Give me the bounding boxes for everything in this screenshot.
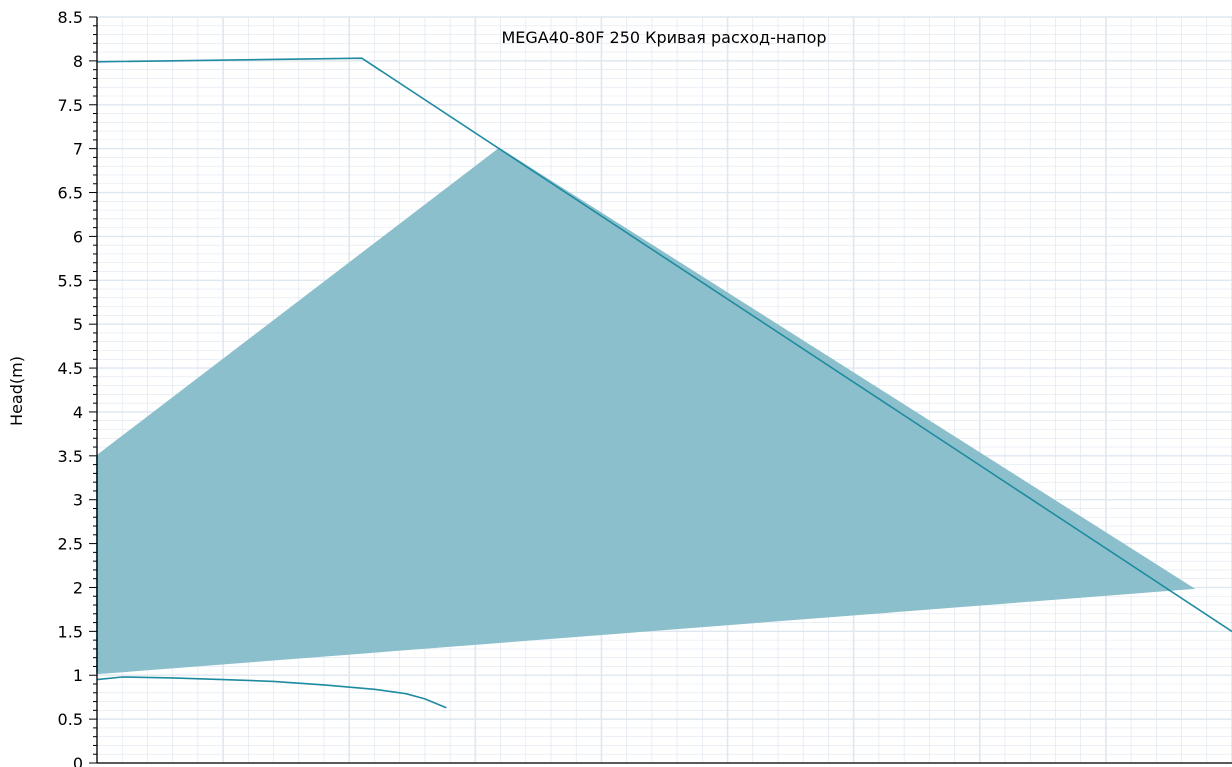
series-line-3 bbox=[96, 676, 447, 709]
y-tick-label: 6 bbox=[73, 227, 83, 246]
y-tick-label: 1 bbox=[73, 666, 83, 685]
y-tick-label: 4.5 bbox=[58, 359, 83, 378]
series-layer bbox=[96, 57, 1232, 709]
y-tick-label: 3 bbox=[73, 491, 83, 510]
y-tick-label: 1.5 bbox=[58, 622, 83, 641]
y-tick-label: 3.5 bbox=[58, 447, 83, 466]
y-tick-label: 8 bbox=[73, 52, 83, 71]
y-tick-label: 2 bbox=[73, 578, 83, 597]
y-tick-label: 0.5 bbox=[58, 710, 83, 729]
axes: 0 0.5 1 1.5 2 2.5 3 3.5 4 4.5 5 5.5 6 6.5 7 7.5 8 8.5 bbox=[58, 8, 1232, 767]
y-tick-label: 4 bbox=[73, 403, 83, 422]
operating-area-0 bbox=[96, 147, 1196, 675]
y-tick-label: 8.5 bbox=[58, 8, 83, 27]
y-axis-title: Head(m) bbox=[7, 356, 26, 426]
y-tick-label: 5 bbox=[73, 315, 83, 334]
chart-title: MEGA40-80F 250 Кривая расход-напор bbox=[501, 28, 826, 47]
y-tick-label: 0 bbox=[73, 754, 83, 767]
series-line-1 bbox=[96, 57, 1232, 633]
y-tick-label: 7 bbox=[73, 140, 83, 159]
y-tick-label: 7.5 bbox=[58, 96, 83, 115]
y-tick-label: 2.5 bbox=[58, 535, 83, 554]
y-tick-label: 5.5 bbox=[58, 271, 83, 290]
y-tick-label: 6.5 bbox=[58, 184, 83, 203]
